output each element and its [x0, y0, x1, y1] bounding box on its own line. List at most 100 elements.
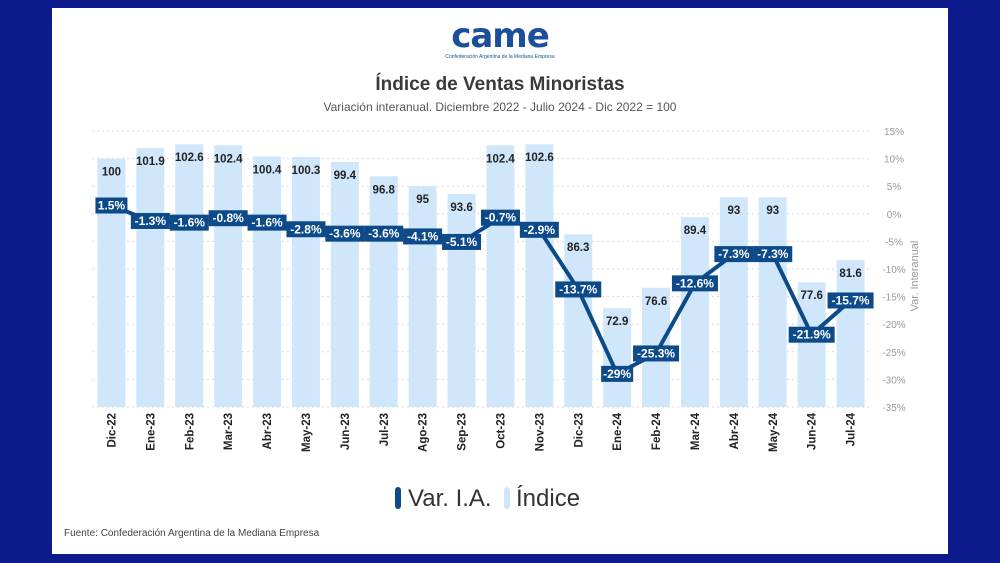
- y2-tick-label: 10%: [884, 155, 904, 166]
- line-value-label: -0.8%: [212, 211, 244, 225]
- line-value-label: -2.9%: [524, 223, 556, 237]
- x-tick-label: Feb-24: [651, 412, 663, 450]
- legend-swatch-indice: [504, 487, 510, 509]
- line-value-label: -2.8%: [290, 222, 322, 236]
- y2-tick-label: -35%: [882, 403, 905, 414]
- x-tick-label: Jul-24: [846, 412, 858, 446]
- line-point: [169, 214, 209, 231]
- line-point: [555, 281, 602, 298]
- x-tick-label: Abr-24: [729, 412, 741, 449]
- bar-value-label: 102.4: [486, 153, 515, 165]
- logo-subtitle: Confederación Argentina de la Mediana Em…: [445, 54, 555, 60]
- bar-value-label: 101.9: [136, 156, 165, 168]
- line-point: [95, 197, 128, 214]
- line-point: [364, 225, 404, 242]
- bar-value-label: 77.6: [800, 290, 822, 302]
- line-point: [827, 292, 874, 309]
- y2-tick-label: -30%: [882, 375, 905, 386]
- bar-Sep-23: [447, 193, 476, 407]
- chart-title: Índice de Ventas Minoristas: [375, 74, 625, 95]
- bar-value-label: 89.4: [684, 225, 707, 237]
- bar-Jul-24: [836, 260, 865, 407]
- x-tick-label: May-24: [768, 412, 780, 452]
- x-tick-label: Ene-23: [145, 413, 157, 451]
- bar-Nov-23: [525, 144, 554, 408]
- line-value-label: -1.3%: [135, 214, 167, 228]
- line-value-label: -13.7%: [559, 282, 597, 296]
- line-value-label: -7.3%: [757, 247, 789, 261]
- line-point: [480, 209, 520, 226]
- y2-axis-title: Var. Interanual: [909, 241, 921, 312]
- bar-Dic-23: [564, 234, 593, 407]
- bar-May-24: [758, 197, 787, 407]
- bar-Ene-23: [136, 148, 165, 407]
- x-tick-label: Mar-24: [690, 412, 702, 450]
- x-tick-label: Oct-23: [495, 413, 507, 449]
- line-value-label: -21.9%: [793, 328, 831, 342]
- bar-Jun-24: [797, 282, 826, 407]
- line-value-label: -7.3%: [718, 247, 750, 261]
- bar-Oct-23: [486, 145, 515, 408]
- line-point: [788, 326, 835, 343]
- legend-label-var: Var. I.A.: [408, 485, 492, 512]
- y2-tick-label: 5%: [887, 182, 902, 193]
- line-value-label: -5.1%: [446, 235, 478, 249]
- line-value-label: -25.3%: [637, 346, 675, 360]
- line-point: [325, 225, 365, 242]
- legend-swatch-var: [395, 487, 401, 509]
- line-point: [753, 246, 793, 263]
- bar-Jul-23: [369, 176, 398, 407]
- bar-Feb-23: [175, 144, 204, 408]
- x-tick-label: Ene-24: [612, 412, 624, 450]
- bar-May-23: [291, 156, 320, 407]
- x-tick-label: Dic-22: [106, 413, 118, 448]
- x-tick-label: Sep-23: [457, 413, 469, 451]
- x-tick-label: Feb-23: [184, 413, 196, 450]
- x-tick-label: Dic-23: [573, 413, 585, 448]
- chart-subtitle: Variación interanual. Diciembre 2022 - J…: [323, 100, 677, 114]
- bar-Ago-23: [408, 186, 437, 407]
- y2-tick-label: -15%: [882, 293, 905, 304]
- bar-value-label: 100.3: [292, 165, 321, 177]
- line-point: [442, 233, 482, 250]
- bar-Dic-22: [97, 158, 126, 407]
- x-tick-label: Ago-23: [418, 413, 430, 452]
- y2-tick-label: 0%: [887, 210, 902, 221]
- bar-value-label: 81.6: [839, 268, 861, 280]
- line-point: [519, 221, 559, 238]
- bar-value-label: 93: [727, 205, 740, 217]
- source-note: Fuente: Confederación Argentina de la Me…: [64, 528, 320, 539]
- line-value-label: -15.7%: [832, 293, 870, 307]
- y2-tick-label: -10%: [882, 265, 905, 276]
- bar-value-label: 96.8: [373, 184, 396, 196]
- bar-value-label: 95: [416, 194, 429, 206]
- bar-value-label: 93: [766, 205, 779, 217]
- x-tick-label: Jun-23: [340, 413, 352, 450]
- x-tick-label: May-23: [301, 413, 313, 452]
- line-point: [403, 228, 443, 245]
- line-value-label: -0.7%: [485, 211, 517, 225]
- logo-wordmark: came: [451, 16, 550, 56]
- legend-label-indice: Índice: [516, 485, 580, 512]
- chart-card: came Confederación Argentina de la Media…: [52, 8, 948, 554]
- bar-value-label: 102.6: [525, 152, 554, 164]
- line-value-label: -29%: [603, 367, 631, 381]
- bar-value-label: 102.6: [175, 152, 204, 164]
- line-point: [714, 246, 754, 263]
- bar-value-label: 72.9: [606, 316, 628, 328]
- x-tick-label: Jul-23: [379, 413, 391, 446]
- bar-value-label: 86.3: [567, 242, 589, 254]
- y2-tick-label: -5%: [885, 237, 903, 248]
- bar-value-label: 93.6: [450, 202, 472, 214]
- chart-legend: Var. I.A. Índice: [395, 485, 580, 512]
- line-value-label: -3.6%: [368, 227, 400, 241]
- bar-value-label: 99.4: [334, 170, 357, 182]
- bar-value-label: 102.4: [214, 153, 243, 165]
- line-value-label: -1.6%: [174, 216, 206, 230]
- bar-Jun-23: [330, 161, 359, 407]
- line-value-label: -12.6%: [676, 276, 714, 290]
- bar-value-label: 100.4: [253, 164, 282, 176]
- line-point: [633, 345, 680, 362]
- line-value-label: -4.1%: [407, 229, 439, 243]
- y2-tick-label: 15%: [884, 127, 904, 138]
